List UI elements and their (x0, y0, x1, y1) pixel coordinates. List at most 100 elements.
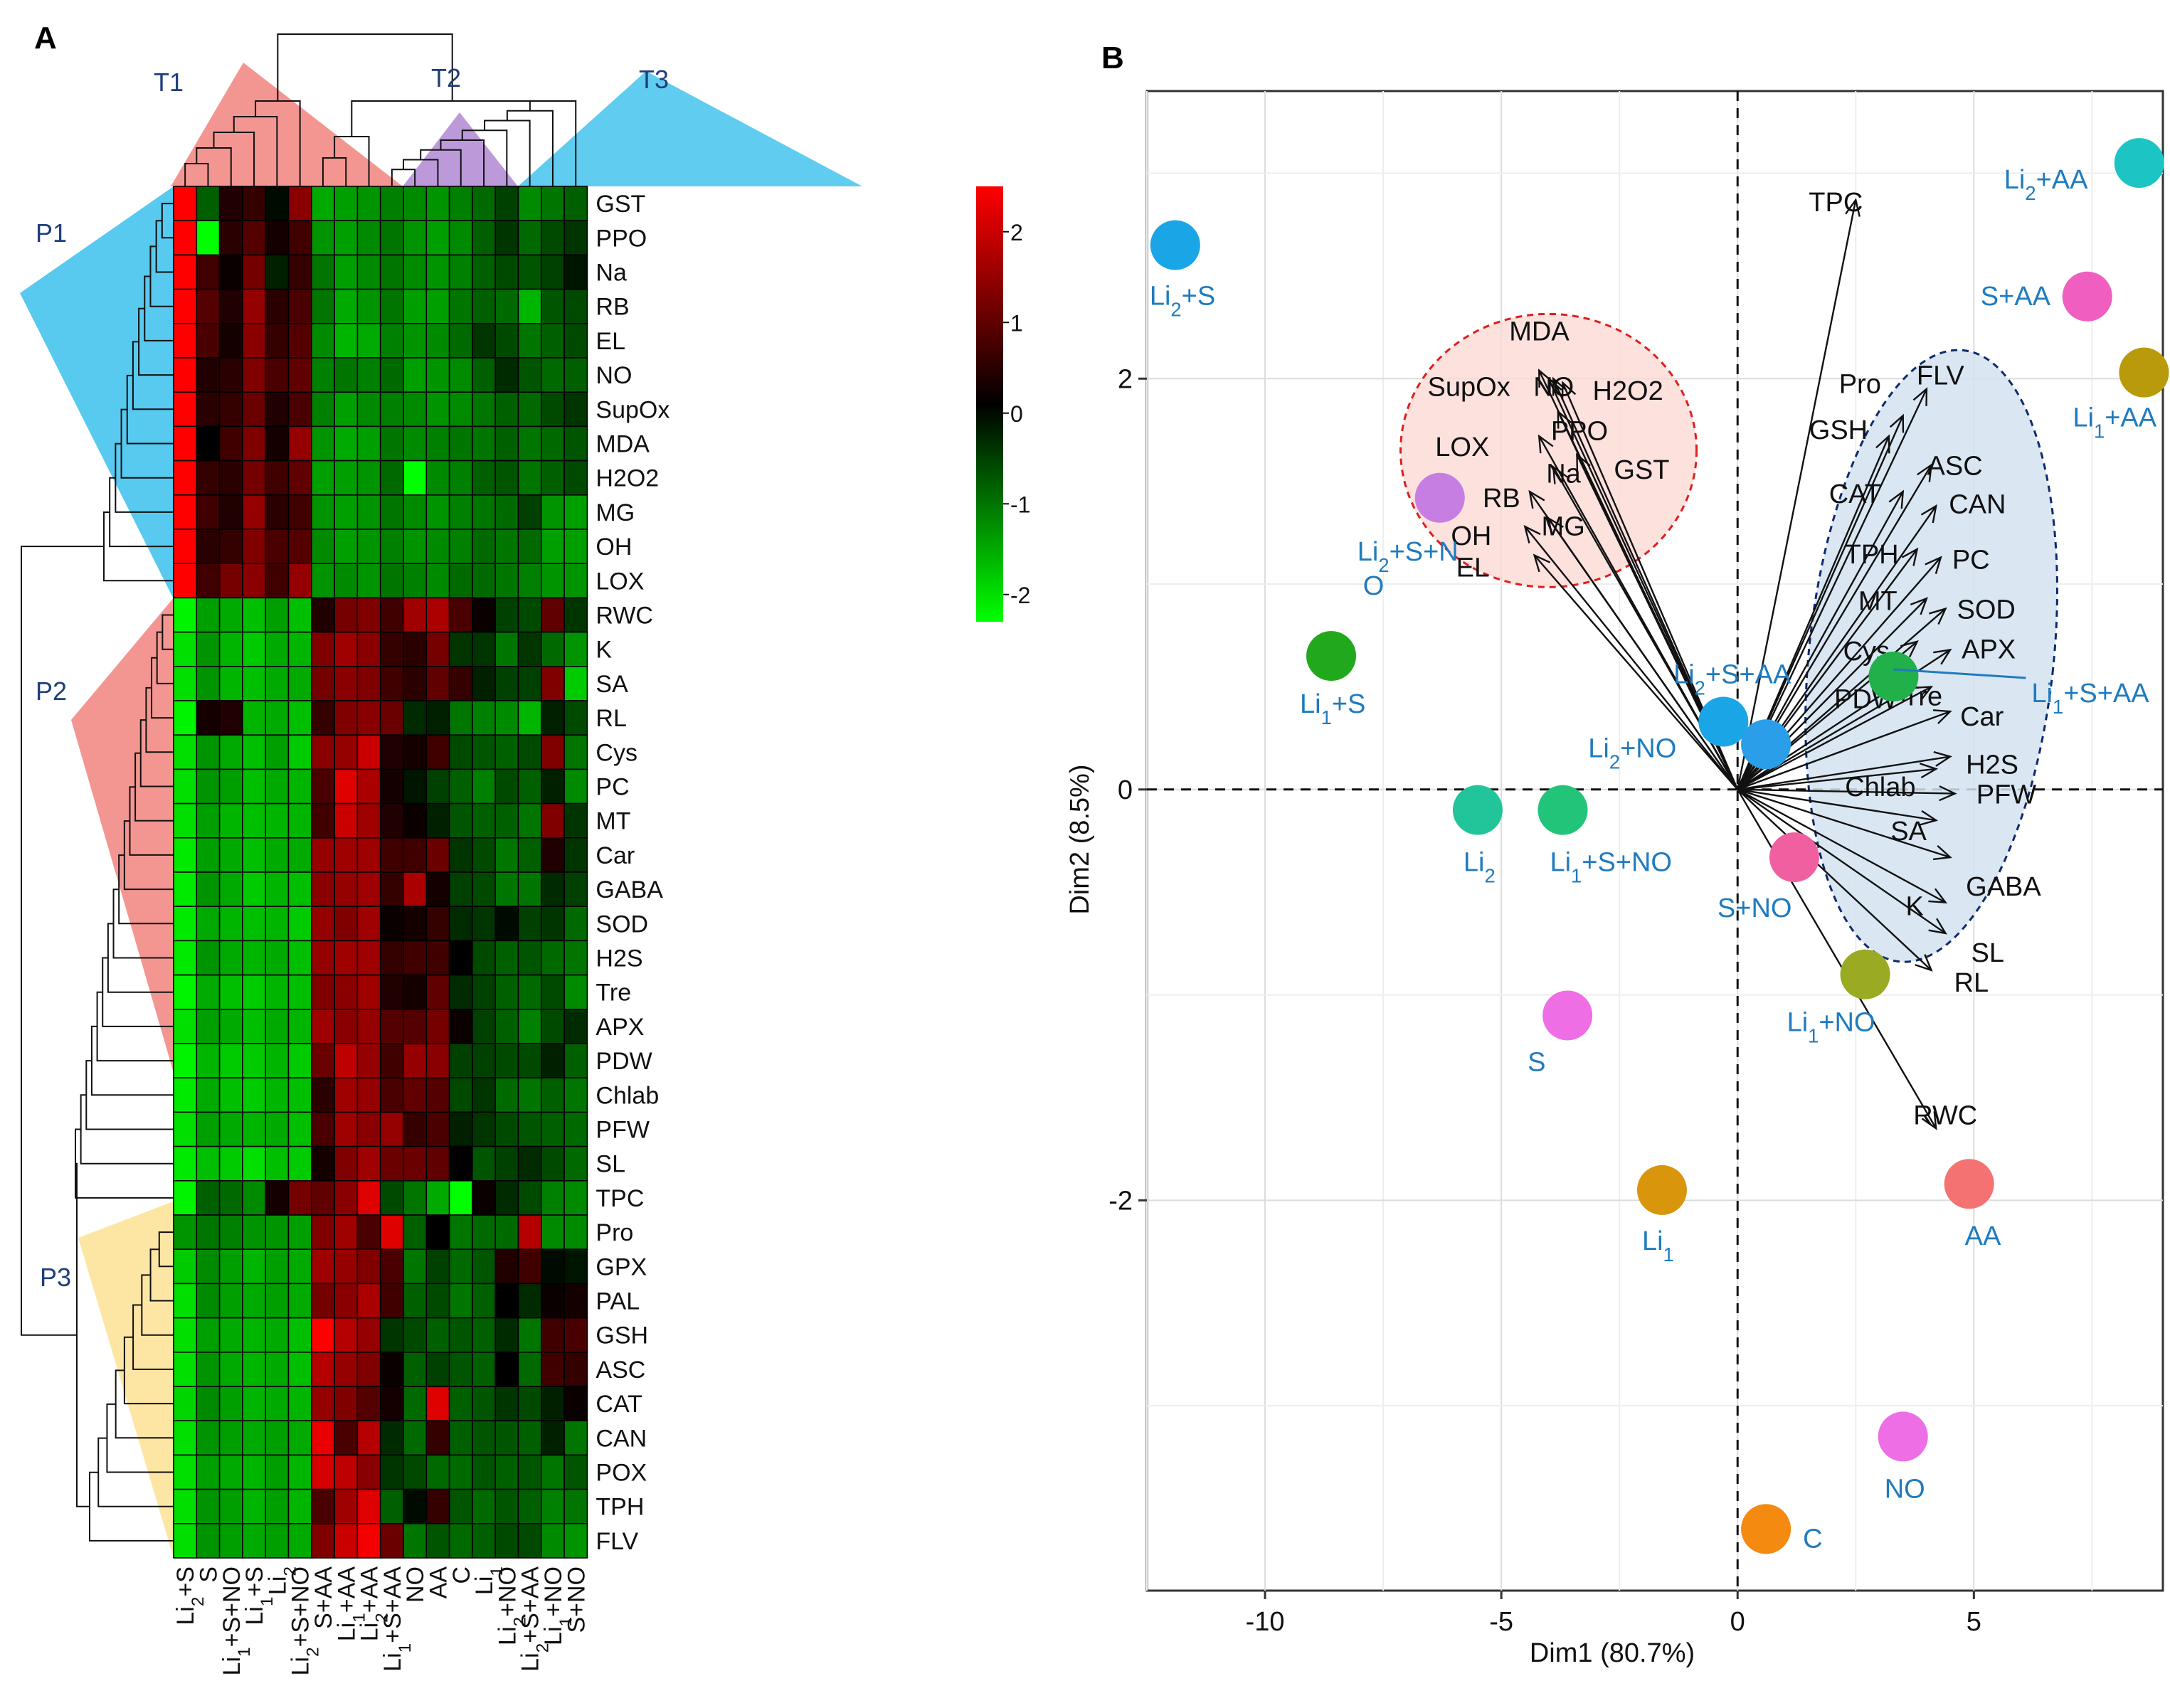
heatmap-cell-SA-S+AA (310, 665, 335, 701)
variable-label: ASC (1927, 452, 1983, 482)
heatmap-cell-RB-Li1+S (242, 288, 266, 324)
heatmap-cell-Cys-Li1+S (242, 734, 266, 770)
heatmap-cell-PAL-S+NO (563, 1283, 588, 1319)
heatmap-cell-H2S-AA (425, 940, 450, 976)
heatmap-cell-Chlab-Li2+S+NO (287, 1077, 312, 1113)
heatmap-cell-OH-Li1+AA (334, 529, 359, 565)
variable-label: SA (1890, 817, 1927, 847)
pca-axes: -10 -5 0 5 -2 0 2 Dim1 (80.7%) Dim2 (8.5%) (1065, 364, 1981, 1668)
heatmap-cell-LOX-Li2+S+NO (287, 563, 312, 599)
individual-label: Li1+NO (1787, 1008, 1875, 1047)
heatmap-cell-PC-Li2+S+NO (287, 768, 312, 805)
heatmap-cell-Cys-S (196, 734, 221, 770)
heatmap-cell-APX-AA (425, 1009, 450, 1044)
heatmap-cell-SOD-C (448, 906, 473, 942)
heatmap-cell-ASC-S+NO (563, 1352, 588, 1387)
heatmap-cell-POX-Li1+S (242, 1454, 266, 1490)
heatmap-cell-PPO-Li2 (265, 220, 290, 256)
variable-group-ellipses (1399, 312, 2058, 963)
heatmap-cell-PAL-Li1+NO (540, 1283, 565, 1319)
heatmap-cell-GPX-Li1+AA (334, 1248, 359, 1285)
column-label: Li1+S (241, 1566, 277, 1625)
individual-label: Li2+S (1150, 282, 1215, 321)
individual-labels: Li2+S Li1+S Li2+S+N O Li2 Li1+S+NO Li2+NO Li2+S… (1150, 165, 2157, 1554)
dendrogram-branch (75, 1162, 90, 1507)
heatmap-cell-GPX-Li1+S+NO (218, 1248, 243, 1285)
heatmap-cell-K-Li1 (472, 631, 497, 667)
heatmap-cell-LOX-S (196, 563, 221, 599)
heatmap-cell-PAL-Li2+S+AA (517, 1283, 542, 1319)
heatmap-cell-CAT-Li1+AA (334, 1386, 359, 1422)
heatmap-cell-MT-Li2+S (173, 802, 198, 839)
heatmap-cell-SupOx-Li1+S+AA (379, 391, 404, 428)
row-cluster-label: P3 (40, 1263, 71, 1292)
heatmap-cell-H2S-Li1+S (242, 940, 266, 976)
heatmap-cell-Tre-S+NO (563, 974, 588, 1010)
heatmap-cell-Chlab-S+NO (563, 1077, 588, 1113)
heatmap-cell-APX-Li1+NO (540, 1009, 565, 1044)
heatmap-cell-RB-Li1+S+NO (218, 288, 243, 324)
heatmap-cell-PAL-Li2+S+NO (287, 1283, 312, 1319)
individual-points: Li2+S Li1+S Li2+S+N O Li2 Li1+S+NO Li2+NO Li2+S… (1150, 138, 2169, 1554)
heatmap-cell-EL-Li1+S+AA (379, 322, 404, 359)
heatmap-cell-APX-Li2+S+NO (287, 1009, 312, 1044)
vector-arrowhead (1932, 709, 1952, 724)
heatmap-cell-RL-S+NO (563, 700, 588, 736)
heatmap-cell-SA-Li1+S+NO (218, 665, 243, 701)
heatmap-cell-GSH-Li2+NO (494, 1317, 519, 1353)
heatmap-cell-RL-Li2+S+NO (287, 700, 312, 736)
heatmap-cell-H2O2-C (448, 460, 473, 496)
heatmap-cell-Na-Li2+S+NO (287, 254, 312, 290)
heatmap-cell-EL-S (196, 322, 221, 359)
heatmap-cell-EL-C (448, 322, 473, 359)
variable-label: SOD (1957, 595, 2015, 625)
heatmap-cell-MDA-S+NO (563, 425, 588, 462)
dendrogram-branch (277, 33, 453, 102)
heatmap-cell-SupOx-Li2+S (173, 391, 198, 428)
heatmap-cell-Chlab-Li2 (265, 1077, 290, 1113)
heatmap-cell-SA-Li1+NO (540, 665, 565, 701)
heatmap-cell-H2O2-Li2+S (173, 460, 198, 496)
heatmap-cell-TPH-Li1+NO (540, 1488, 565, 1524)
heatmap-cell-GSH-Li1+NO (540, 1317, 565, 1353)
heatmap-cell-CAN-Li1+NO (540, 1420, 565, 1456)
heatmap-cell-SupOx-AA (425, 391, 450, 428)
heatmap-cell-Tre-C (448, 974, 473, 1010)
heatmap-cell-Chlab-S+AA (310, 1077, 335, 1113)
heatmap-cell-TPC-Li1 (472, 1180, 497, 1216)
heatmap-cell-SupOx-Li1+S (242, 391, 266, 428)
heatmap-cell-MT-C (448, 802, 473, 839)
heatmap-cell-Tre-Li2+S+NO (287, 974, 312, 1010)
heatmap-cell-RL-Li2+S (173, 700, 198, 736)
cluster-p2-shade (71, 598, 174, 1073)
point-Li2+AA (2114, 138, 2164, 189)
cluster-p3-shade (78, 1201, 174, 1558)
heatmap-cell-K-Li1+S (242, 631, 266, 667)
heatmap-cell-GSH-NO (403, 1317, 428, 1353)
heatmap-cell-GABA-NO (403, 871, 428, 908)
heatmap-cell-PC-NO (403, 768, 428, 805)
row-label: CAT (596, 1391, 642, 1418)
heatmap-cell-SupOx-Li1+S+NO (218, 391, 243, 428)
heatmap-cell-PDW-Li2+S+AA (517, 1043, 542, 1079)
heatmap-cell-NO-NO (403, 357, 428, 393)
heatmap-cell-ASC-Li1 (472, 1352, 497, 1387)
heatmap-cell-RWC-S (196, 597, 221, 633)
heatmap-cell-EL-Li2+S (173, 322, 198, 359)
heatmap-cell-Na-C (448, 254, 473, 290)
heatmap-cell-PC-S+AA (310, 768, 335, 805)
heatmap-cell-Car-S+NO (563, 837, 588, 873)
heatmap-cell-Car-Li2+S (173, 837, 198, 873)
heatmap-cell-OH-Li2+S (173, 529, 198, 565)
heatmap-cell-H2S-Li1 (472, 940, 497, 976)
heatmap-cell-GSH-S+AA (310, 1317, 335, 1353)
row-label: GST (596, 191, 645, 218)
heatmap-cell-Cys-Li1+NO (540, 734, 565, 770)
heatmap-cell-PC-AA (425, 768, 450, 805)
vector-arrowhead (1537, 434, 1554, 454)
vector-MG (1547, 517, 1739, 790)
heatmap-cell-CAN-Li1 (472, 1420, 497, 1456)
heatmap-cell-GABA-AA (425, 871, 450, 908)
row-label: Tre (596, 980, 631, 1007)
row-label: FLV (596, 1528, 638, 1555)
